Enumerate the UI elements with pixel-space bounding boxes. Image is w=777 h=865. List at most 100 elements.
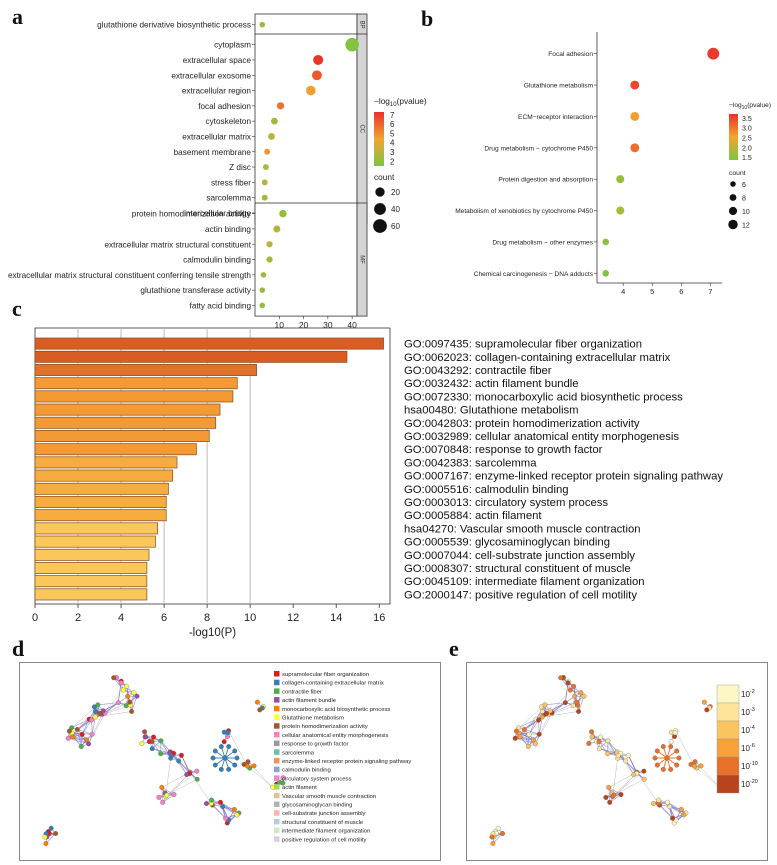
x-tick-label: 2 — [75, 612, 81, 624]
bar — [34, 509, 167, 522]
network-node — [567, 687, 573, 693]
network-node — [489, 834, 495, 840]
network-edge — [560, 677, 571, 691]
category-label: GO:0008307: structural constituent of mu… — [404, 563, 631, 575]
network-edge — [81, 719, 92, 735]
legend-label: sarcolemma — [282, 750, 315, 756]
network-edge — [189, 772, 213, 806]
color-legend-title: −log10(pvalue) — [374, 96, 427, 108]
network-node — [607, 799, 613, 805]
network-node — [221, 739, 227, 745]
legend-label: structural constituent of muscle — [282, 820, 364, 826]
legend-swatch — [716, 774, 740, 794]
legend-swatch — [274, 801, 280, 807]
network-node — [223, 815, 229, 821]
network-node — [91, 704, 97, 710]
network-node — [576, 709, 582, 714]
bar — [34, 364, 257, 376]
network-edge — [165, 773, 190, 797]
bar — [34, 403, 221, 416]
network-node — [692, 763, 697, 769]
legend-swatch — [274, 810, 280, 816]
network-node — [204, 801, 209, 806]
network-node — [674, 748, 680, 754]
panel-c-barplot: GO:0097435: supramolecular fiber organiz… — [32, 327, 723, 639]
network-node — [670, 815, 676, 821]
network-node — [674, 762, 680, 768]
bar — [34, 482, 169, 495]
term-label: stress fiber — [211, 178, 251, 187]
bar — [34, 456, 178, 469]
network-edge — [222, 806, 238, 816]
term-label: extracellular space — [183, 56, 252, 65]
network-node — [212, 748, 218, 754]
network-node — [536, 731, 542, 737]
legend-label: 10-2 — [741, 689, 755, 699]
dot-glutathione derivative biosynthetic process — [259, 21, 266, 28]
dot-cytoplasm — [345, 37, 359, 52]
network-node — [245, 763, 250, 769]
bar — [34, 350, 348, 363]
term-label: Protein digestion and absorption — [498, 177, 593, 184]
network-edge — [613, 779, 645, 796]
network-node — [123, 703, 129, 709]
legend-swatch — [274, 792, 280, 799]
network-node — [118, 680, 124, 686]
category-label: GO:0045109: intermediate filament organi… — [404, 576, 645, 588]
network-node — [611, 792, 617, 798]
dot-Chemical carcinogenesis − DNA adducts — [602, 270, 610, 277]
network-node — [234, 812, 240, 818]
bar — [34, 469, 174, 482]
network-node — [603, 794, 609, 800]
dot-stress fiber — [261, 179, 268, 186]
x-tick-label: 8 — [204, 612, 210, 624]
network-node — [512, 735, 518, 741]
network-node — [668, 766, 674, 772]
legend-label: response to growth factor — [282, 742, 349, 748]
network-node — [158, 751, 164, 757]
legend-swatch — [274, 758, 280, 764]
panel-label-b: b — [421, 6, 434, 31]
network-node — [171, 792, 177, 798]
network-node — [664, 755, 670, 761]
network-edge — [625, 760, 635, 775]
network-node — [158, 738, 164, 744]
network-node — [660, 744, 666, 750]
bar — [34, 430, 210, 442]
network-edge — [161, 787, 164, 803]
network-node — [149, 739, 155, 745]
dot-focal adhesion — [276, 102, 285, 110]
network-node — [533, 741, 539, 747]
legend-swatch — [716, 738, 740, 758]
network-node — [194, 768, 200, 774]
network-node — [254, 699, 260, 705]
legend-label: actin filament — [282, 785, 317, 791]
network-node — [280, 775, 286, 781]
legend-swatch — [274, 679, 280, 686]
color-legend-tick: 3 — [390, 148, 395, 157]
network-node — [218, 799, 223, 805]
legend-swatch — [274, 697, 280, 703]
size-legend-dot — [728, 219, 738, 230]
bar — [34, 548, 150, 561]
color-legend-tick: 2.0 — [742, 145, 752, 152]
term-label: glutathione derivative biosynthetic proc… — [97, 21, 251, 30]
legend-swatch — [274, 723, 280, 729]
legend-label: monocarboxylic acid biosynthetic process — [282, 707, 390, 713]
network-nodes — [42, 675, 286, 847]
legend-swatch — [274, 784, 280, 790]
network-node — [660, 766, 666, 772]
network-node — [641, 776, 647, 782]
legend-label: 10-20 — [741, 779, 758, 789]
size-legend-dot — [729, 194, 737, 201]
network-node — [681, 812, 687, 818]
network-node — [220, 804, 226, 810]
dot-fatty acid binding — [259, 302, 266, 309]
network-node — [129, 709, 135, 714]
network-node — [539, 714, 545, 720]
network-node — [578, 690, 584, 696]
network-node — [538, 704, 544, 710]
network-node — [70, 734, 76, 740]
network-node — [701, 699, 707, 705]
facet-panel-BP — [254, 13, 358, 36]
